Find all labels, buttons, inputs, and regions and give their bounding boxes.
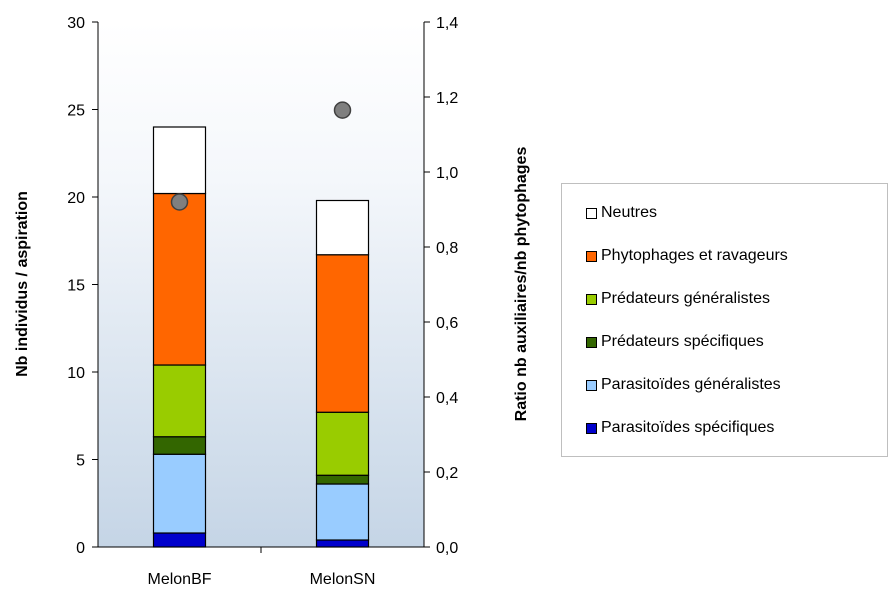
y2-tick-label: 0,2 — [436, 465, 458, 482]
bar-segment-melonsn-2 — [315, 474, 370, 485]
legend: Neutres Phytophages et ravageurs Prédateur… — [561, 183, 888, 457]
legend-item: Parasitoïdes spécifiques — [562, 418, 774, 438]
legend-label: Neutres — [601, 204, 658, 221]
legend-swatch — [586, 207, 597, 219]
y2-tick-label: 1,2 — [436, 90, 458, 107]
legend-item: Prédateurs spécifiques — [562, 332, 764, 352]
x-tick-label: MelonSN — [310, 571, 376, 588]
legend-label: Parasitoïdes généralistes — [601, 376, 781, 393]
legend-swatch — [586, 422, 597, 434]
bar-segment-melonbf-0 — [152, 532, 207, 548]
y-tick-label: 25 — [67, 103, 85, 120]
legend-swatch — [586, 250, 597, 262]
legend-label: Prédateurs généralistes — [601, 290, 770, 307]
bar-segment-melonbf-2 — [152, 436, 207, 455]
bar-segment-melonsn-5 — [315, 199, 370, 256]
bar-segment-melonbf-1 — [152, 453, 207, 534]
y2-tick-label: 1,0 — [436, 165, 458, 182]
y-tick-label: 10 — [67, 365, 85, 382]
ratio-point-melonbf — [170, 193, 189, 211]
plot-background — [98, 22, 424, 547]
y-tick-label: 30 — [67, 15, 85, 32]
bar-segment-melonbf-4 — [152, 192, 207, 366]
y2-tick-label: 0,6 — [436, 315, 458, 332]
bar-segment-melonsn-0 — [315, 539, 370, 548]
bar-segment-melonsn-4 — [315, 254, 370, 413]
legend-item: Prédateurs généralistes — [562, 289, 770, 309]
y2-tick-label: 0,8 — [436, 240, 458, 257]
legend-label: Phytophages et ravageurs — [601, 247, 788, 264]
y2-tick-label: 0,4 — [436, 390, 458, 407]
legend-label: Parasitoïdes spécifiques — [601, 419, 775, 436]
y2-tick-label: 1,4 — [436, 15, 458, 32]
y-tick-label: 20 — [67, 190, 85, 207]
bar-segment-melonbf-5 — [152, 126, 207, 195]
y-axis-title: Nb individus / aspiration — [14, 191, 31, 377]
legend-swatch — [586, 379, 597, 391]
y-tick-label: 0 — [76, 540, 85, 557]
y2-axis-title: Ratio nb auxiliaires/nb phytophages — [513, 147, 530, 422]
x-tick-label: MelonBF — [147, 571, 211, 588]
bar-segment-melonsn-3 — [315, 411, 370, 476]
y-tick-label: 5 — [76, 453, 85, 470]
legend-item: Neutres — [562, 203, 657, 223]
ratio-point-melonsn — [333, 101, 352, 119]
legend-swatch — [586, 336, 597, 348]
legend-item: Phytophages et ravageurs — [562, 246, 788, 266]
bar-segment-melonbf-3 — [152, 364, 207, 438]
bar-segment-melonsn-1 — [315, 483, 370, 541]
legend-label: Prédateurs spécifiques — [601, 333, 764, 350]
y-tick-label: 15 — [67, 278, 85, 295]
y2-tick-label: 0,0 — [436, 540, 458, 557]
legend-swatch — [586, 293, 597, 305]
legend-item: Parasitoïdes généralistes — [562, 375, 781, 395]
